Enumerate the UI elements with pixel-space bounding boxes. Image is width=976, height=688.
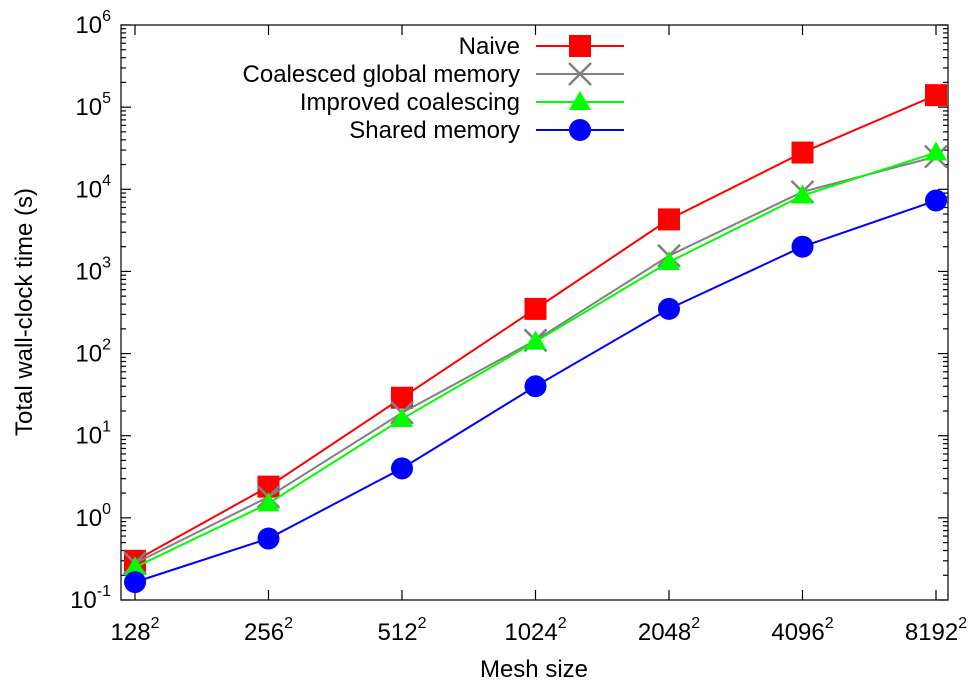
y-tick-label-base: 10 (75, 94, 102, 121)
x-tick-label-exponent: 2 (284, 615, 293, 632)
legend-marker (568, 62, 592, 86)
y-tick-label-exponent: 0 (102, 501, 111, 518)
x-axis-title: Mesh size (480, 656, 588, 683)
x-tick-label: 2562 (244, 615, 293, 646)
legend-entry: Shared memory (349, 117, 624, 144)
y-tick-label: 103 (75, 254, 111, 285)
x-tick-label: 5122 (378, 615, 427, 646)
data-point (791, 184, 814, 204)
data-point (391, 457, 413, 480)
legend-label: Improved coalescing (300, 89, 520, 116)
legend-entry: Coalesced global memory (243, 61, 624, 88)
y-tick-label-base: 10 (75, 341, 102, 368)
legend-label: Coalesced global memory (243, 61, 520, 88)
y-tick-label: 100 (75, 501, 111, 532)
data-point (524, 330, 547, 350)
series-layer (123, 84, 948, 594)
data-point (524, 375, 547, 398)
data-point (257, 492, 280, 512)
y-tick-label: 104 (75, 172, 111, 203)
x-tick-label-exponent: 2 (418, 615, 427, 632)
x-tick-label-exponent: 2 (151, 615, 160, 632)
data-point (925, 84, 947, 107)
x-tick-label-exponent: 2 (691, 615, 700, 632)
y-tick-label-exponent: 1 (102, 419, 111, 436)
data-point (124, 571, 146, 594)
data-point (658, 297, 680, 320)
data-point (124, 556, 146, 576)
legend-label: Shared memory (349, 117, 520, 144)
legend-label: Naive (459, 33, 520, 60)
legend-entry: Naive (459, 33, 624, 60)
series-line (134, 94, 937, 562)
x-tick-label-base: 128 (111, 619, 151, 646)
y-tick-label-exponent: 5 (102, 90, 111, 107)
x-tick-label-base: 512 (378, 619, 418, 646)
y-tick-label-exponent: 2 (102, 337, 111, 354)
data-point (257, 527, 280, 550)
legend-marker (569, 91, 591, 110)
data-point (658, 208, 680, 231)
x-tick-label: 40962 (771, 615, 833, 646)
series-coalesced-global-memory (123, 144, 948, 576)
plot-frame (120, 24, 949, 601)
y-tick-label: 10-1 (70, 583, 111, 614)
y-tick-label-exponent: 6 (102, 8, 111, 25)
y-tick-label-exponent: 4 (102, 172, 111, 189)
y-tick-label: 101 (75, 419, 111, 450)
y-tick-label-base: 10 (75, 12, 102, 39)
x-tick-label-base: 8192 (905, 619, 958, 646)
series-improved-coalescing (124, 141, 947, 576)
data-point (791, 141, 814, 164)
legend-marker (569, 35, 591, 57)
y-tick-label-base: 10 (75, 505, 102, 532)
y-tick-label-exponent: 3 (102, 254, 111, 271)
data-point (391, 386, 413, 409)
legend-marker (569, 119, 591, 141)
legend-entry: Improved coalescing (300, 89, 624, 116)
data-point (925, 141, 947, 161)
x-tick-label-base: 4096 (771, 619, 824, 646)
data-point (391, 407, 413, 427)
series-shared-memory (124, 189, 947, 594)
y-tick-label: 105 (75, 90, 111, 121)
x-tick-label-exponent: 2 (958, 615, 967, 632)
x-tick-label-base: 256 (244, 619, 284, 646)
series-line (134, 155, 937, 565)
y-tick-label: 106 (75, 8, 111, 39)
x-tick-label: 81922 (905, 615, 967, 646)
x-tick-label-base: 2048 (638, 619, 691, 646)
y-tick-label-base: 10 (70, 587, 97, 614)
x-tick-label: 20482 (638, 615, 700, 646)
x-tick-label-base: 1024 (504, 619, 557, 646)
data-point (791, 235, 814, 258)
x-tick-label: 10242 (504, 615, 566, 646)
data-point (658, 251, 680, 271)
y-tick-label-exponent: -1 (97, 583, 111, 600)
y-tick-label-base: 10 (75, 258, 102, 285)
y-tick-label-base: 10 (75, 176, 102, 203)
y-tick-label: 102 (75, 337, 111, 368)
x-tick-label-exponent: 2 (558, 615, 567, 632)
data-point (524, 297, 547, 320)
y-axis-title: Total wall-clock time (s) (11, 188, 38, 436)
series-naive (124, 84, 947, 572)
x-tick-label-exponent: 2 (825, 615, 834, 632)
series-line (134, 151, 937, 569)
x-tick-label: 1282 (111, 615, 160, 646)
data-point (925, 189, 947, 212)
y-tick-label-base: 10 (75, 423, 102, 450)
